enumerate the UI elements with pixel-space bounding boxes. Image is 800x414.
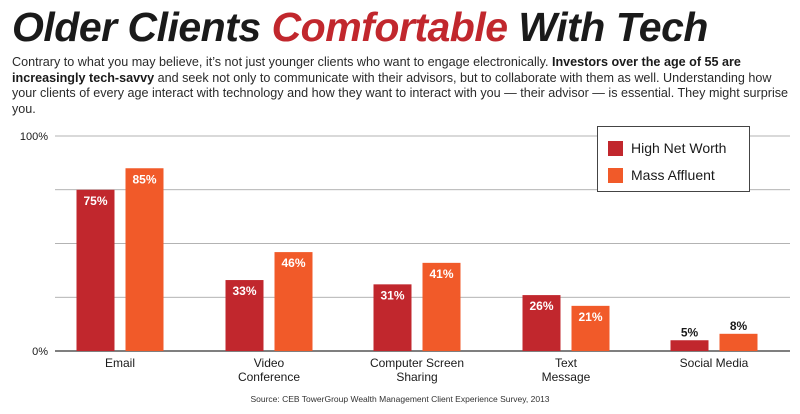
data-label: 5%	[681, 325, 699, 339]
bar	[522, 295, 561, 351]
legend-label-mass-affluent: Mass Affluent	[631, 167, 715, 183]
data-label: 8%	[730, 319, 748, 333]
data-label: 31%	[380, 288, 404, 302]
bar	[125, 168, 164, 351]
data-label: 75%	[83, 194, 107, 208]
data-label: 21%	[578, 310, 602, 324]
chart-legend: High Net Worth Mass Affluent	[597, 126, 750, 192]
bar-chart: 0% 100% 75% 33% 31% 26% 5% 85% 46% 41% 21% 8% Email V…	[20, 131, 790, 384]
bar	[670, 340, 709, 351]
category-label: Social Media	[680, 356, 749, 370]
intro-text-end: and seek not only to communicate with th…	[12, 70, 789, 116]
data-label: 26%	[529, 299, 553, 313]
legend-item-high-net-worth: High Net Worth	[608, 140, 726, 156]
title-part-1: Older Clients	[12, 4, 272, 50]
legend-item-mass-affluent: Mass Affluent	[608, 167, 715, 183]
category-label: Email	[105, 356, 135, 370]
source-note: Source: CEB TowerGroup Wealth Management…	[250, 394, 550, 404]
bar	[274, 252, 313, 351]
legend-swatch-high-net-worth	[608, 140, 623, 156]
category-label: Text	[555, 356, 578, 370]
category-label: Conference	[238, 370, 300, 384]
data-label: 41%	[429, 267, 453, 281]
legend-swatch-mass-affluent	[608, 167, 623, 183]
data-label: 33%	[232, 284, 256, 298]
intro-highlight: Investors over the age of 55 are increas…	[12, 55, 741, 85]
intro-paragraph: Contrary to what you may believe, it’s n…	[12, 55, 790, 117]
legend-label-high-net-worth: High Net Worth	[631, 140, 727, 156]
bar	[225, 280, 264, 351]
category-label: Video	[254, 356, 285, 370]
bar	[76, 189, 115, 351]
bar	[422, 262, 461, 351]
category-label: Computer Screen	[370, 356, 464, 370]
chart-title: Older Clients Comfortable With Tech	[12, 2, 708, 52]
category-label: Sharing	[396, 370, 437, 384]
data-label: 46%	[281, 256, 305, 270]
bar	[719, 333, 758, 351]
title-part-2: With Tech	[507, 4, 708, 50]
intro-text-start: Contrary to what you may believe, it’s n…	[12, 55, 552, 69]
title-accent: Comfortable	[271, 4, 508, 50]
bar	[571, 305, 610, 351]
data-label: 85%	[132, 172, 156, 186]
bar	[373, 284, 412, 351]
y-tick-label: 100%	[20, 131, 48, 143]
category-label: Message	[542, 370, 591, 384]
y-tick-label: 0%	[32, 346, 48, 358]
